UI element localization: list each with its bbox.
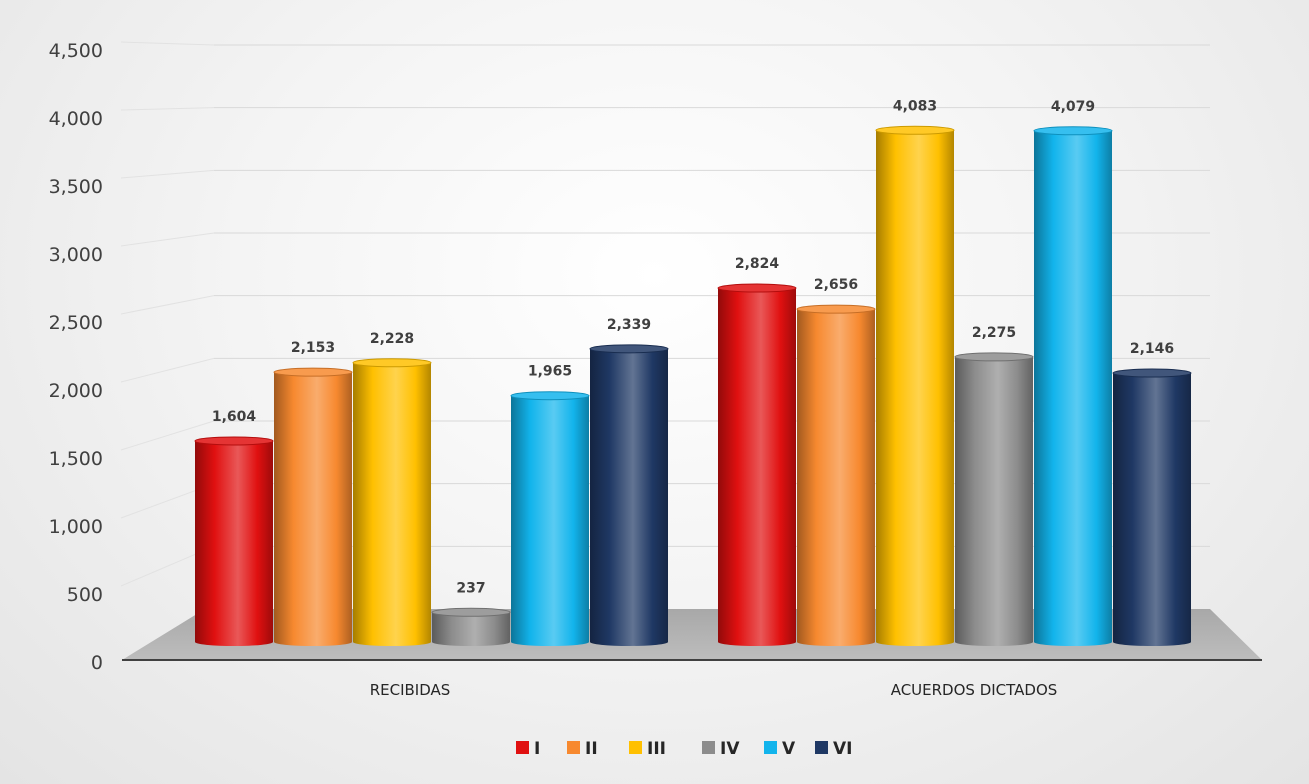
y-tick-label: 2,500 bbox=[49, 312, 103, 334]
bar-body bbox=[274, 372, 352, 646]
bar-body bbox=[797, 309, 875, 646]
data-label: 4,083 bbox=[893, 98, 937, 114]
bar-top bbox=[875, 125, 955, 135]
bar-top bbox=[589, 344, 669, 354]
bar-I-recibidas bbox=[194, 436, 274, 646]
legend-label: III bbox=[647, 739, 666, 759]
y-tick-label: 4,500 bbox=[49, 40, 103, 62]
bar-top bbox=[1112, 368, 1192, 378]
legend-swatch bbox=[815, 741, 828, 754]
legend-swatch bbox=[567, 741, 580, 754]
bar-body bbox=[590, 348, 668, 646]
legend-label: I bbox=[534, 739, 540, 759]
bar-I-acuerdos-dictados bbox=[717, 283, 797, 646]
x-category-label: ACUERDOS DICTADOS bbox=[891, 681, 1058, 699]
bar-body bbox=[876, 130, 954, 646]
data-label: 237 bbox=[456, 580, 485, 596]
legend-swatch bbox=[702, 741, 715, 754]
bar-body bbox=[511, 395, 589, 646]
bar-VI-recibidas bbox=[589, 344, 669, 646]
data-label: 2,656 bbox=[814, 277, 858, 293]
data-label: 2,146 bbox=[1130, 341, 1174, 357]
gridline-depth bbox=[120, 357, 215, 383]
data-label: 2,824 bbox=[735, 256, 780, 272]
bar-top bbox=[1033, 126, 1113, 136]
bar-III-acuerdos-dictados bbox=[875, 125, 955, 646]
legend-label: II bbox=[585, 739, 598, 759]
y-tick-label: 1,000 bbox=[49, 516, 103, 538]
legend-label: V bbox=[782, 739, 796, 759]
bar-body bbox=[955, 356, 1033, 646]
legend-swatch bbox=[516, 741, 529, 754]
bar-body bbox=[1034, 130, 1112, 647]
bar-body bbox=[353, 362, 431, 646]
bar-II-recibidas bbox=[273, 367, 353, 646]
y-tick-label: 0 bbox=[91, 652, 103, 674]
legend-label: VI bbox=[833, 739, 852, 759]
y-tick-label: 3,000 bbox=[49, 244, 103, 266]
bar-top bbox=[796, 304, 876, 314]
data-label: 2,153 bbox=[291, 340, 335, 356]
gridline-depth bbox=[120, 420, 215, 451]
legend-swatch bbox=[629, 741, 642, 754]
bar-III-recibidas bbox=[352, 358, 432, 646]
bar-V-acuerdos-dictados bbox=[1033, 126, 1113, 647]
y-tick-label: 3,500 bbox=[49, 176, 103, 198]
bar-top bbox=[431, 607, 511, 617]
gridline-depth bbox=[120, 295, 215, 315]
data-label: 2,275 bbox=[972, 325, 1016, 341]
y-tick-label: 4,000 bbox=[49, 108, 103, 130]
bar-IV-acuerdos-dictados bbox=[954, 352, 1034, 646]
bar-II-acuerdos-dictados bbox=[796, 304, 876, 646]
gridline-depth bbox=[120, 169, 215, 179]
data-label: 1,965 bbox=[528, 364, 572, 380]
y-tick-label: 2,000 bbox=[49, 380, 103, 402]
gridline-depth bbox=[120, 232, 215, 247]
bar-VI-acuerdos-dictados bbox=[1112, 368, 1192, 646]
bar-body bbox=[718, 288, 796, 646]
bar-top bbox=[717, 283, 797, 293]
legend-swatch bbox=[764, 741, 777, 754]
y-tick-label: 500 bbox=[67, 584, 103, 606]
y-tick-label: 1,500 bbox=[49, 448, 103, 470]
data-label: 4,079 bbox=[1051, 99, 1095, 115]
gridline-depth bbox=[120, 41, 215, 46]
bar-top bbox=[510, 391, 590, 401]
data-label: 1,604 bbox=[212, 409, 257, 425]
bar-body bbox=[1113, 373, 1191, 646]
bar-top bbox=[194, 436, 274, 446]
bar-top bbox=[352, 358, 432, 368]
legend: I II III IV V VI bbox=[516, 739, 852, 759]
bar-top bbox=[954, 352, 1034, 362]
bar-V-recibidas bbox=[510, 391, 590, 646]
x-category-label: RECIBIDAS bbox=[370, 681, 451, 699]
gridline-depth bbox=[120, 107, 215, 111]
data-label: 2,339 bbox=[607, 317, 651, 333]
data-label: 2,228 bbox=[370, 331, 414, 347]
bar-top bbox=[273, 367, 353, 377]
bar-body bbox=[195, 440, 273, 646]
bar-IV-recibidas bbox=[431, 607, 511, 646]
bar-body bbox=[432, 612, 510, 646]
legend-label: IV bbox=[720, 739, 740, 759]
